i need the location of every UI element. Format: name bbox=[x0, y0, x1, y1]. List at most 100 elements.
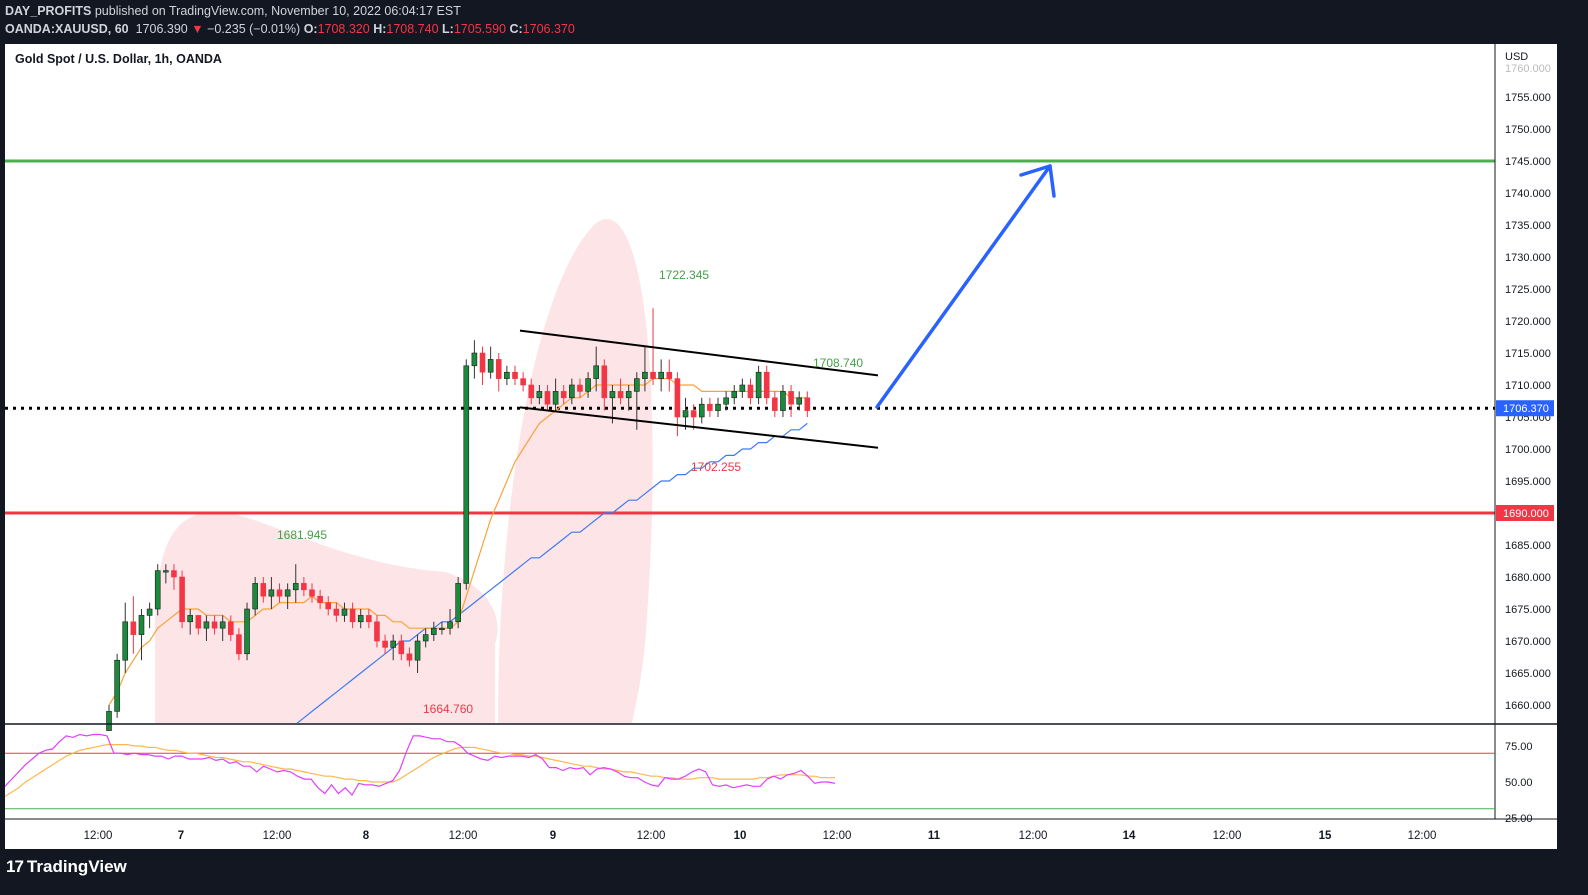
drawings[interactable] bbox=[519, 164, 1056, 449]
candle[interactable] bbox=[260, 577, 267, 603]
candle[interactable] bbox=[804, 391, 811, 417]
candle[interactable] bbox=[414, 634, 421, 673]
candle[interactable] bbox=[114, 653, 120, 718]
publisher-name[interactable]: DAY_PROFITS bbox=[5, 4, 92, 18]
candle[interactable] bbox=[479, 346, 486, 385]
candle[interactable] bbox=[487, 346, 494, 379]
candle[interactable] bbox=[739, 378, 746, 398]
candle[interactable] bbox=[284, 583, 291, 609]
candle[interactable] bbox=[252, 577, 258, 616]
candle[interactable] bbox=[617, 378, 624, 405]
candle[interactable] bbox=[528, 378, 535, 405]
arrow-head-icon[interactable] bbox=[1019, 164, 1056, 198]
candle[interactable] bbox=[569, 378, 575, 405]
candle[interactable] bbox=[455, 577, 461, 629]
candle[interactable] bbox=[430, 621, 437, 641]
candle[interactable] bbox=[106, 705, 112, 731]
channel-lower-line[interactable] bbox=[519, 406, 879, 449]
candle[interactable] bbox=[560, 385, 567, 405]
candle[interactable] bbox=[154, 564, 161, 616]
candle[interactable] bbox=[772, 391, 778, 417]
candle[interactable] bbox=[406, 647, 413, 667]
candle[interactable] bbox=[723, 391, 729, 411]
candle[interactable] bbox=[495, 353, 502, 392]
chart-area[interactable]: 1722.345 1708.740 1702.255 1681.945 1664.760… bbox=[4, 44, 1557, 849]
candle[interactable] bbox=[138, 609, 145, 661]
rsi-ma-line[interactable] bbox=[4, 744, 835, 797]
candle[interactable] bbox=[309, 583, 315, 603]
candle[interactable] bbox=[228, 615, 234, 641]
candle[interactable] bbox=[544, 385, 551, 411]
candle[interactable] bbox=[422, 628, 429, 648]
candle[interactable] bbox=[447, 609, 453, 635]
current-price-tag[interactable] bbox=[1496, 400, 1554, 417]
candle[interactable] bbox=[187, 609, 193, 635]
candle[interactable] bbox=[731, 385, 738, 405]
candle[interactable] bbox=[666, 359, 673, 392]
candle[interactable] bbox=[349, 602, 356, 629]
candle[interactable] bbox=[219, 615, 226, 641]
candle[interactable] bbox=[788, 385, 794, 417]
candle[interactable] bbox=[796, 391, 803, 411]
price-chart-svg[interactable]: 1722.345 1708.740 1702.255 1681.945 1664.760… bbox=[4, 44, 1557, 849]
candle[interactable] bbox=[203, 615, 210, 641]
candle[interactable] bbox=[625, 385, 632, 411]
candle[interactable] bbox=[122, 602, 129, 673]
candle[interactable] bbox=[512, 365, 518, 385]
candle[interactable] bbox=[325, 596, 332, 616]
candle[interactable] bbox=[163, 564, 169, 584]
candle[interactable] bbox=[707, 397, 713, 417]
rsi-line[interactable] bbox=[4, 733, 836, 796]
candle[interactable] bbox=[341, 602, 348, 622]
candle[interactable] bbox=[366, 609, 372, 629]
candle[interactable] bbox=[146, 602, 153, 629]
candle[interactable] bbox=[674, 372, 681, 437]
candle[interactable] bbox=[763, 365, 770, 405]
candle[interactable] bbox=[642, 346, 648, 392]
candle[interactable] bbox=[504, 365, 510, 385]
candle[interactable] bbox=[577, 378, 583, 398]
candle[interactable] bbox=[536, 385, 543, 405]
channel-upper-line[interactable] bbox=[519, 329, 879, 377]
candles[interactable] bbox=[106, 308, 811, 731]
time-axis[interactable]: 12:00 7 12:00 8 12:00 9 12:00 10 12:00 11 12:00 14 1… bbox=[5, 818, 1557, 842]
candle[interactable] bbox=[382, 634, 388, 654]
candle[interactable] bbox=[211, 615, 218, 635]
candle[interactable] bbox=[698, 397, 705, 424]
candle[interactable] bbox=[471, 340, 478, 379]
candle[interactable] bbox=[333, 602, 340, 622]
candle[interactable] bbox=[682, 397, 689, 430]
candle[interactable] bbox=[301, 577, 307, 597]
candle[interactable] bbox=[439, 621, 445, 635]
candle[interactable] bbox=[658, 359, 664, 392]
candle[interactable] bbox=[268, 577, 275, 609]
candle[interactable] bbox=[585, 372, 591, 398]
candle[interactable] bbox=[130, 596, 137, 654]
candle[interactable] bbox=[463, 359, 470, 590]
tradingview-logo[interactable]: 17 TradingView bbox=[6, 857, 127, 877]
candle[interactable] bbox=[601, 359, 608, 411]
candle[interactable] bbox=[747, 378, 754, 405]
candle[interactable] bbox=[520, 372, 526, 392]
candle[interactable] bbox=[593, 346, 600, 392]
candle[interactable] bbox=[715, 397, 721, 417]
highlight-ellipse-1[interactable] bbox=[155, 511, 498, 744]
candle[interactable] bbox=[398, 634, 405, 661]
candle[interactable] bbox=[780, 385, 786, 417]
support-price-tag[interactable] bbox=[1496, 505, 1554, 521]
bullish-arrow-line[interactable] bbox=[875, 164, 1052, 409]
candle[interactable] bbox=[292, 564, 299, 603]
candle[interactable] bbox=[374, 615, 380, 648]
candle[interactable] bbox=[552, 378, 559, 411]
highlight-ellipse-2[interactable] bbox=[498, 219, 653, 844]
candle[interactable] bbox=[171, 564, 177, 590]
candle[interactable] bbox=[690, 404, 697, 430]
candle[interactable] bbox=[195, 615, 202, 635]
candle[interactable] bbox=[390, 634, 397, 661]
candle[interactable] bbox=[179, 570, 185, 629]
symbol-label[interactable]: OANDA:XAUUSD, 60 bbox=[5, 22, 129, 36]
candle[interactable] bbox=[236, 628, 242, 661]
candle[interactable] bbox=[755, 365, 762, 405]
